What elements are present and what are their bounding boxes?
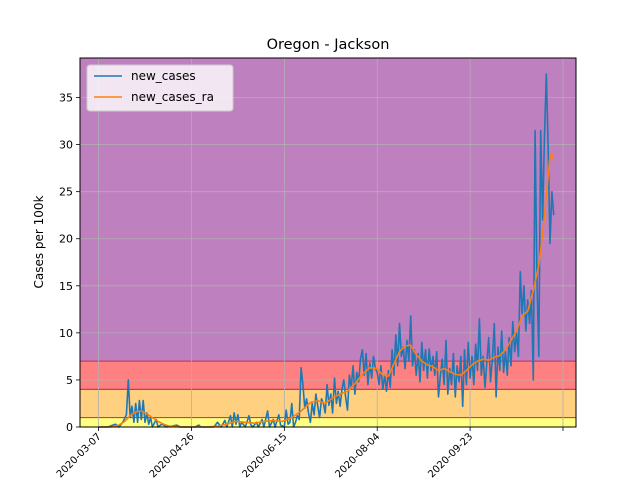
y-tick-label-35: 35 bbox=[59, 92, 73, 105]
x-tick-label-2020-08-04: 2020-08-04 bbox=[333, 431, 382, 480]
threshold-bands bbox=[80, 58, 576, 427]
y-tick-label-30: 30 bbox=[59, 139, 73, 152]
legend: new_cases new_cases_ra bbox=[86, 64, 234, 112]
x-tick-label-2020-09-23: 2020-09-23 bbox=[426, 431, 475, 480]
y-tick-label-20: 20 bbox=[59, 233, 73, 246]
x-tick-label-2020-04-26: 2020-04-26 bbox=[148, 431, 197, 480]
y-axis: 0 5 10 15 20 25 30 35 bbox=[59, 92, 80, 434]
y-tick-label-0: 0 bbox=[66, 421, 73, 434]
y-tick-label-25: 25 bbox=[59, 186, 73, 199]
legend-box bbox=[86, 64, 234, 112]
legend-label-new-cases: new_cases bbox=[131, 69, 196, 83]
series-lines bbox=[98, 73, 555, 428]
y-axis-label: Cases per 100k bbox=[32, 195, 46, 288]
band-2 bbox=[80, 361, 576, 390]
y-tick-label-10: 10 bbox=[59, 327, 73, 340]
band-0 bbox=[80, 417, 576, 427]
plot-frame bbox=[79, 57, 577, 428]
x-tick-label-2020-06-15: 2020-06-15 bbox=[241, 431, 290, 480]
y-tick-label-5: 5 bbox=[66, 374, 73, 387]
chart-title: Oregon - Jackson bbox=[267, 37, 390, 53]
x-axis: 2020-03-07 2020-04-26 2020-06-15 2020-08-04… bbox=[55, 427, 564, 480]
y-tick-label-15: 15 bbox=[59, 280, 73, 293]
x-tick-label-2020-03-07: 2020-03-07 bbox=[55, 431, 104, 480]
gridlines bbox=[80, 58, 576, 428]
series-line-new-cases-ra bbox=[98, 153, 555, 428]
plot-area bbox=[79, 57, 577, 428]
legend-label-new-cases-ra: new_cases_ra bbox=[131, 90, 214, 104]
